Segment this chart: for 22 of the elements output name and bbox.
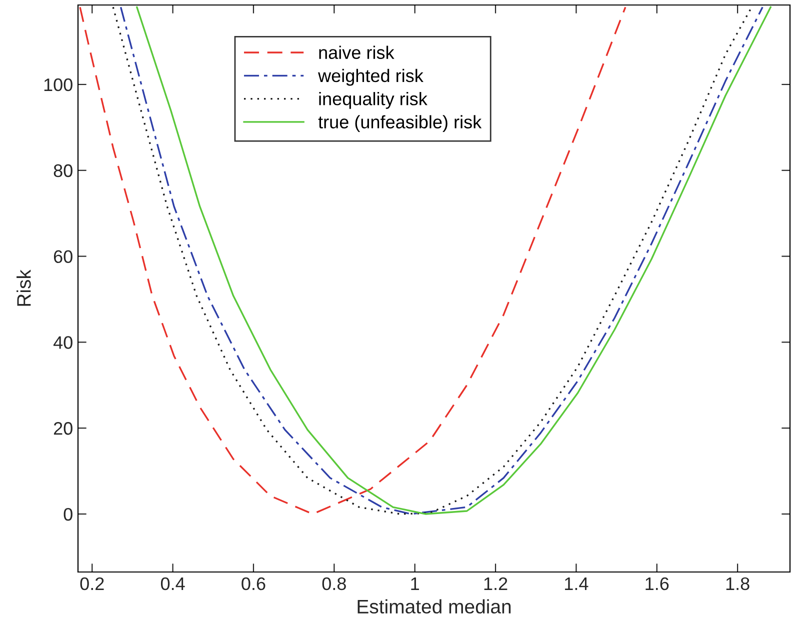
x-tick-label: 1.4 [565, 578, 588, 590]
x-tick-label: 0.2 [80, 577, 104, 590]
y-tick-label: 40 [53, 336, 72, 349]
legend-label: true (unfeasible) risk [318, 115, 482, 132]
x-axis-title: Estimated median [358, 599, 511, 614]
y-tick-label: 100 [44, 78, 72, 92]
y-tick-label: 80 [54, 164, 72, 178]
x-tick-label: 1.6 [646, 577, 669, 590]
x-tick-label: 1 [411, 578, 419, 590]
line-series [79, 6, 626, 515]
x-tick-label: 1.2 [484, 577, 508, 590]
y-tick-label: 0 [64, 508, 72, 521]
x-tick-label: 1.8 [726, 577, 750, 590]
legend-label: weighted risk [318, 68, 424, 86]
x-tick-label: 0.8 [322, 577, 346, 590]
y-tick-label: 60 [54, 250, 72, 264]
legend-label: naive risk [319, 46, 394, 59]
y-axis-title: Risk [16, 270, 31, 306]
x-tick-label: 0.6 [242, 577, 266, 590]
x-tick-label: 0.4 [160, 577, 185, 590]
legend-label: inequality risk [319, 92, 428, 109]
y-tick-label: 20 [54, 422, 72, 435]
